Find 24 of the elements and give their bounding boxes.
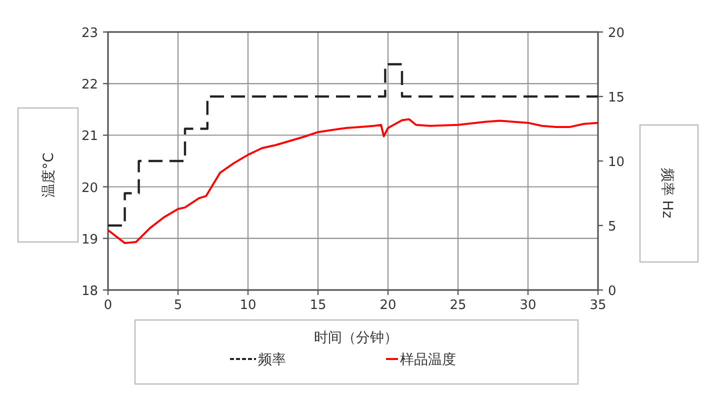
y-axis-title: 温度°C xyxy=(41,152,57,198)
x-tick-label: 10 xyxy=(240,298,256,313)
x-tick-label: 35 xyxy=(590,298,606,313)
x-tick-label: 30 xyxy=(520,298,536,313)
y-tick-label: 19 xyxy=(81,232,98,248)
legend-label: 频率 xyxy=(258,352,286,368)
y2-axis-title: 频率 Hz xyxy=(659,168,675,218)
y-tick-label: 23 xyxy=(81,26,98,41)
x-tick-label: 0 xyxy=(104,298,112,313)
x-tick-label: 25 xyxy=(450,298,466,313)
x-tick-label: 5 xyxy=(174,298,182,313)
y-tick-label: 22 xyxy=(81,78,98,93)
y-tick-label: 21 xyxy=(81,129,98,144)
legend-label: 样品温度 xyxy=(400,352,456,368)
x-tick-label: 20 xyxy=(380,298,396,313)
x-axis-title: 时间（分钟） xyxy=(314,330,398,346)
y2-tick-label: 0 xyxy=(608,284,616,299)
x-tick-label: 15 xyxy=(310,298,326,313)
y2-tick-label: 5 xyxy=(608,220,616,234)
y2-tick-label: 20 xyxy=(608,26,625,41)
y2-tick-label: 15 xyxy=(608,90,625,106)
y-tick-label: 18 xyxy=(81,284,98,299)
y-tick-label: 20 xyxy=(81,180,98,196)
y2-tick-label: 10 xyxy=(608,155,625,170)
